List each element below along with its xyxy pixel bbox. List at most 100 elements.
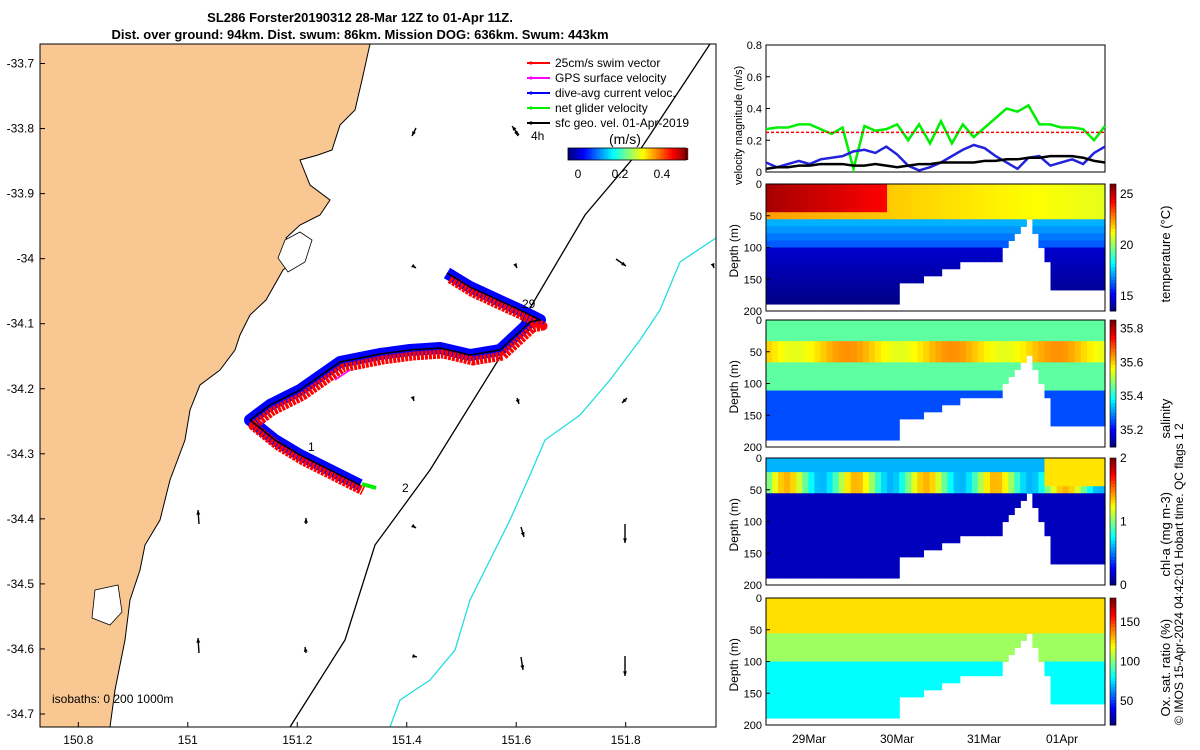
heatmap-4-cell-55-3 (1098, 619, 1106, 627)
heatmap-2-cell-51-8 (1074, 376, 1082, 385)
heatmap-2-cell-23-4 (905, 348, 912, 356)
heatmap-2-cell-28-4 (935, 348, 943, 356)
heatmap-3-cell-22-4 (899, 486, 906, 494)
heatmap-4-cell-6-0 (802, 598, 809, 606)
heatmap-1-cell-54-10 (1092, 254, 1100, 263)
colorbar-swatch-45 (658, 148, 661, 160)
heatmap-4-cell-49-13 (1062, 689, 1070, 698)
heatmap-1-cell-47-7 (1050, 233, 1058, 242)
heatmap-1-cell-52-14 (1080, 282, 1088, 291)
heatmap-2-cell-27-8 (929, 376, 937, 385)
heatmap-4-cell-20-10 (887, 668, 894, 677)
heatmap-4-cell-3-15 (784, 703, 791, 712)
heatmap-2-cell-12-9 (838, 383, 846, 392)
heatmap-2-cell-27-5 (929, 355, 937, 363)
heatmap-4-cell-51-14 (1074, 696, 1082, 705)
heatmap-2-cell-22-2 (899, 334, 906, 342)
heatmap-4-cell-26-4 (923, 626, 931, 634)
heatmap-4-cell-55-11 (1098, 675, 1106, 684)
heatmap-4-cell-26-10 (923, 668, 931, 677)
heatmap-4-cell-19-14 (881, 696, 888, 705)
heatmap-1-cell-5-10 (796, 254, 803, 263)
heatmap-2-cell-29-5 (941, 355, 949, 363)
heatmap-4-cell-9-5 (820, 633, 828, 641)
heatmap-4-cell-39-5 (1002, 633, 1009, 641)
heatmap-3-cbar-39 (1110, 458, 1116, 462)
heatmap-4-cbar-39 (1110, 598, 1116, 602)
heatmap-4-cell-19-5 (881, 633, 888, 641)
heatmap-1-cell-40-7 (1008, 233, 1015, 242)
heatmap-2-cell-15-15 (856, 425, 864, 434)
heatmap-4-cell-51-1 (1074, 605, 1082, 613)
heatmap-4-cell-5-10 (796, 668, 803, 677)
heatmap-2-cell-13-6 (844, 362, 852, 370)
heatmap-1-cell-8-14 (814, 282, 822, 291)
heatmap-4-cell-16-16 (862, 710, 870, 719)
heatmap-3-cell-18-2 (874, 472, 882, 480)
velocity-series-0 (765, 103, 1106, 174)
heatmap-1-cell-43-0 (1026, 184, 1033, 192)
heatmap-4-cell-50-2 (1068, 612, 1076, 620)
heatmap-2-cell-16-7 (862, 369, 870, 378)
heatmap-4-cell-8-3 (814, 619, 822, 627)
heatmap-1-cell-35-0 (977, 184, 985, 192)
heatmap-2-cell-48-6 (1056, 362, 1064, 370)
heatmap-3-cell-0-16 (766, 570, 773, 579)
heatmap-1-cell-3-15 (784, 289, 791, 298)
heatmap-3-cell-47-1 (1050, 465, 1058, 473)
heatmap-1-cell-12-0 (838, 184, 846, 192)
heatmap-4-cell-15-3 (856, 619, 864, 627)
heatmap-2-cell-24-9 (911, 383, 918, 392)
heatmap-4-cell-13-7 (844, 647, 852, 656)
heatmap-2-cell-15-14 (856, 418, 864, 427)
heatmap-2-cell-36-5 (983, 355, 991, 363)
heatmap-4-cell-3-2 (784, 612, 791, 620)
heatmap-3-cell-12-13 (838, 549, 846, 558)
heatmap-1-cell-53-8 (1086, 240, 1094, 249)
heatmap-1-cell-15-8 (856, 240, 864, 249)
heatmap-3-cell-40-1 (1008, 465, 1015, 473)
heatmap-1-cell-7-0 (808, 184, 816, 192)
heatmap-4-cell-11-2 (832, 612, 840, 620)
heatmap-1-cell-16-15 (862, 289, 870, 298)
heatmap-1-cell-37-7 (989, 233, 997, 242)
heatmap-3-cell-26-2 (923, 472, 931, 480)
heatmap-2-cell-12-1 (838, 327, 846, 335)
heatmap-2-cell-47-14 (1050, 418, 1058, 427)
heatmap-4-cell-18-5 (874, 633, 882, 641)
heatmap-3-cell-8-2 (814, 472, 822, 480)
heatmap-2-cell-16-9 (862, 383, 870, 392)
heatmap-1-cell-12-10 (838, 254, 846, 263)
heatmap-2-cell-26-2 (923, 334, 931, 342)
heatmap-2-cell-7-8 (808, 376, 816, 385)
heatmap-4-cell-34-1 (971, 605, 979, 613)
heatmap-3-cell-55-8 (1098, 514, 1106, 523)
heatmap-4-cell-49-4 (1062, 626, 1070, 634)
heatmap-4-ylabel: Depth (m) (727, 638, 741, 691)
heatmap-1-cell-48-8 (1056, 240, 1064, 249)
heatmap-1-cell-18-9 (874, 247, 882, 256)
heatmap-3-cell-11-8 (832, 514, 840, 523)
isobaths-label: isobaths: 0 200 1000m (52, 692, 173, 706)
heatmap-2-cell-25-11 (917, 397, 924, 406)
heatmap-3-cell-55-7 (1098, 507, 1106, 516)
heatmap-4-cell-38-6 (996, 640, 1003, 648)
heatmap-3-cell-25-12 (917, 542, 924, 551)
heatmap-2-cell-21-1 (893, 327, 900, 335)
heatmap-3-cbar-label: chl-a (mg m-3) (1158, 492, 1173, 577)
heatmap-1-cell-20-7 (887, 233, 894, 242)
heatmap-4-cell-13-5 (844, 633, 852, 641)
heatmap-4-cell-20-7 (887, 647, 894, 656)
heatmap-2-cell-2-8 (778, 376, 785, 385)
heatmap-3-cell-7-11 (808, 535, 816, 544)
heatmap-2-cell-17-1 (868, 327, 876, 335)
heatmap-3-cell-8-5 (814, 493, 822, 501)
heatmap-3-cell-20-11 (887, 535, 894, 544)
heatmap-4-cell-16-8 (862, 654, 870, 663)
heatmap-3-cell-27-7 (929, 507, 937, 516)
heatmap-2-cell-2-14 (778, 418, 785, 427)
heatmap-4-cell-18-10 (874, 668, 882, 677)
heatmap-3-cell-35-4 (977, 486, 985, 494)
heatmap-2-cell-46-7 (1044, 369, 1052, 378)
heatmap-4-cell-51-10 (1074, 668, 1082, 677)
